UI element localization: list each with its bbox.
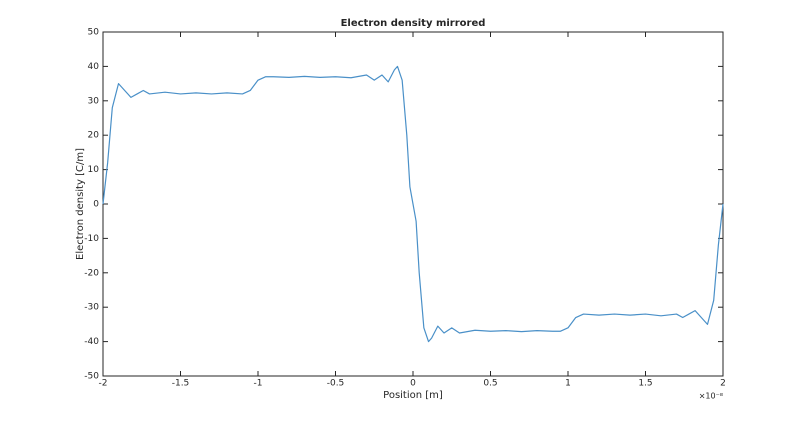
x-tick-label: 2 bbox=[720, 379, 726, 389]
y-tick-label: 10 bbox=[88, 165, 100, 175]
data-line bbox=[102, 65, 724, 343]
x-tick-label: 1 bbox=[565, 379, 571, 389]
x-tick-label: 0.5 bbox=[483, 379, 497, 389]
x-multiplier: ×10⁻⁸ bbox=[699, 392, 723, 401]
x-tick-label: -1 bbox=[254, 379, 263, 389]
x-tick-label: 1.5 bbox=[638, 379, 652, 389]
y-tick-label: -30 bbox=[84, 303, 99, 313]
y-axis-label: Electron density [C/m] bbox=[75, 148, 86, 260]
y-tick-label: 30 bbox=[88, 96, 100, 106]
y-tick-label: 50 bbox=[88, 28, 100, 38]
x-axis-label: Position [m] bbox=[383, 390, 443, 401]
x-tick-label: 0 bbox=[410, 379, 416, 389]
chart-title: Electron density mirrored bbox=[341, 18, 486, 29]
y-tick-label: 20 bbox=[88, 131, 100, 141]
y-tick-label: 0 bbox=[93, 200, 99, 210]
x-tick-label: -1.5 bbox=[172, 379, 190, 389]
y-tick-label: -10 bbox=[84, 234, 99, 244]
y-tick-label: -50 bbox=[84, 372, 99, 382]
y-tick-label: 40 bbox=[88, 62, 100, 72]
y-tick-label: -20 bbox=[84, 268, 99, 278]
x-tick-label: -0.5 bbox=[327, 379, 345, 389]
x-tick-label: -2 bbox=[99, 379, 108, 389]
y-tick-label: -40 bbox=[84, 337, 99, 347]
